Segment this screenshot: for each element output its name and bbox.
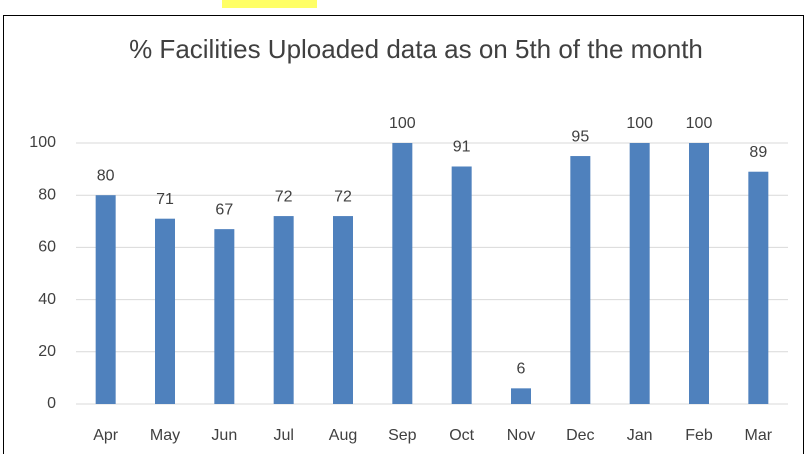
y-tick-label: 80 — [38, 186, 56, 203]
bar — [273, 216, 294, 404]
bar — [214, 229, 235, 404]
highlight — [222, 0, 317, 8]
data-label: 89 — [749, 144, 767, 161]
bar — [689, 143, 709, 404]
bar — [748, 171, 769, 404]
x-tick-label: Nov — [507, 427, 535, 444]
data-label: 67 — [215, 201, 233, 218]
y-tick-label: 100 — [29, 134, 56, 151]
y-tick-label: 40 — [38, 291, 56, 308]
data-label: 80 — [97, 167, 115, 184]
y-tick-label: 0 — [47, 395, 56, 412]
bar — [392, 143, 413, 404]
x-tick-label: Sep — [388, 427, 417, 444]
x-tick-label: May — [150, 427, 180, 444]
y-tick-label: 60 — [38, 239, 56, 256]
data-label: 71 — [156, 191, 174, 208]
bar — [511, 388, 531, 404]
x-tick-label: Oct — [449, 427, 474, 444]
x-tick-label: Apr — [93, 427, 119, 444]
x-tick-label: Dec — [566, 427, 594, 444]
x-tick-label: Mar — [745, 427, 773, 444]
data-label: 6 — [517, 361, 526, 378]
data-label: 100 — [686, 115, 713, 132]
bar — [95, 195, 116, 404]
x-tick-label: Jan — [627, 427, 653, 444]
data-label: 100 — [626, 115, 653, 132]
data-label: 72 — [334, 188, 352, 205]
data-label: 95 — [571, 128, 589, 145]
y-tick-label: 20 — [38, 343, 56, 360]
bar — [451, 166, 472, 404]
x-tick-label: Jul — [273, 427, 293, 444]
x-tick-label: Aug — [329, 427, 357, 444]
bar — [155, 218, 175, 404]
data-label: 91 — [453, 139, 471, 156]
data-label: 72 — [275, 188, 293, 205]
chart-title: % Facilities Uploaded data as on 5th of … — [129, 34, 703, 64]
data-label: 100 — [389, 115, 416, 132]
chart-border — [3, 15, 804, 454]
bar — [629, 143, 650, 404]
bar — [570, 156, 591, 404]
bar — [333, 216, 353, 404]
x-tick-label: Feb — [685, 427, 713, 444]
x-tick-label: Jun — [211, 427, 237, 444]
